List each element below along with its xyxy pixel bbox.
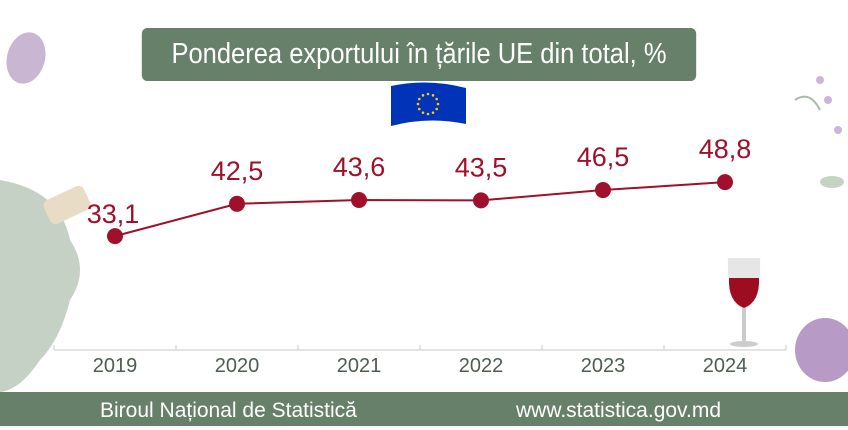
plum-icon xyxy=(6,32,46,84)
cork-icon xyxy=(43,185,91,225)
plum-icon xyxy=(795,318,848,382)
data-label: 43,6 xyxy=(333,152,386,182)
x-tick-label: 2019 xyxy=(93,355,138,377)
eu-star xyxy=(426,112,430,116)
data-label: 48,8 xyxy=(699,134,752,164)
leaf-icon xyxy=(0,180,80,392)
eu-star xyxy=(421,94,425,97)
x-tick-label: 2021 xyxy=(337,355,382,377)
decorations xyxy=(0,32,848,392)
eu-star xyxy=(418,107,421,111)
chart-title: Ponderea exportului în țările UE din tot… xyxy=(141,28,697,81)
data-point xyxy=(351,192,367,209)
data-point xyxy=(107,228,123,245)
data-line xyxy=(114,181,726,238)
eu-star xyxy=(416,102,420,106)
x-tick-label: 2022 xyxy=(459,355,504,377)
berry-branch-icon xyxy=(794,76,844,188)
eu-star xyxy=(435,107,438,111)
data-label: 42,5 xyxy=(211,156,264,186)
eu-star xyxy=(421,111,425,114)
x-tick-label: 2020 xyxy=(215,355,260,377)
eu-star xyxy=(431,111,435,114)
footer-organization: Biroul Național de Statistică xyxy=(100,399,357,422)
eu-flag-icon xyxy=(391,82,466,126)
data-point xyxy=(595,182,611,199)
x-axis: 2019 2020 2021 2022 2023 2024 xyxy=(53,345,787,377)
eu-star xyxy=(436,102,440,106)
x-tick-label: 2023 xyxy=(581,355,626,377)
x-tick-label: 2024 xyxy=(703,355,748,377)
footer-bar: Biroul Național de Statistică www.statis… xyxy=(0,392,848,426)
eu-star xyxy=(418,97,421,101)
wine-glass-icon xyxy=(727,258,761,347)
data-label: 33,1 xyxy=(87,199,140,229)
eu-star xyxy=(426,92,430,96)
data-point xyxy=(717,174,733,191)
data-point xyxy=(229,195,245,212)
eu-star xyxy=(431,94,435,97)
data-label: 43,5 xyxy=(455,152,508,182)
footer-website-link[interactable]: www.statistica.gov.md xyxy=(516,399,722,422)
data-label: 46,5 xyxy=(577,142,630,172)
data-point xyxy=(473,192,489,209)
eu-star xyxy=(435,97,438,101)
